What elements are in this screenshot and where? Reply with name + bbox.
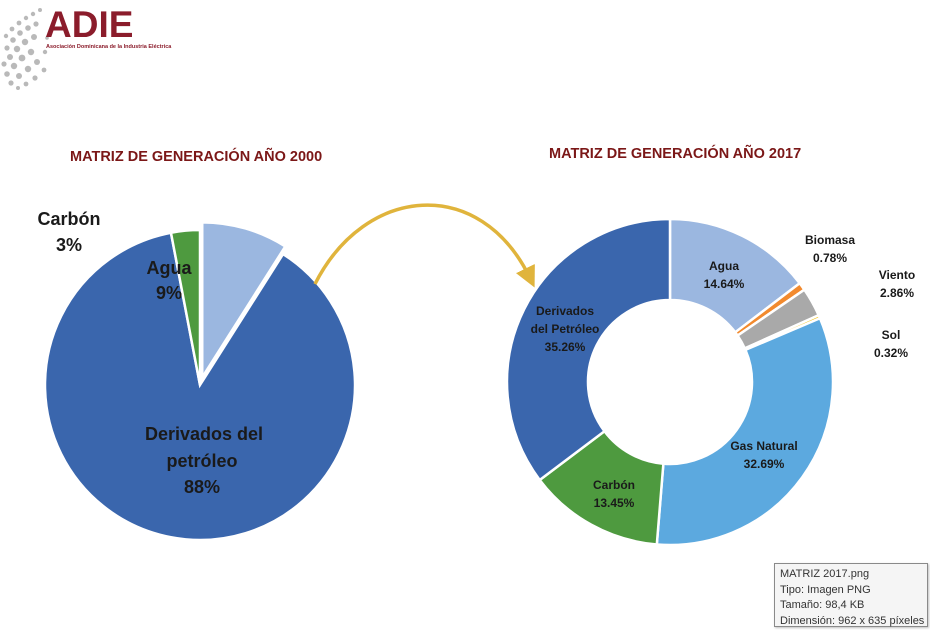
chart-title-2000: MATRIZ DE GENERACIÓN AÑO 2000 xyxy=(70,149,323,165)
donut-label-gas-name: Gas Natural xyxy=(730,439,797,453)
pie2000-label-agua-name: Agua xyxy=(147,258,193,278)
tooltip-filename: MATRIZ 2017.png xyxy=(780,568,870,580)
tooltip-size: Tamaño: 98,4 KB xyxy=(780,599,865,611)
pie2000-label-derivados-value: 88% xyxy=(184,477,220,497)
pie-slice-carbon xyxy=(169,228,202,386)
donut-label-derivados-line1: Derivados xyxy=(536,304,594,318)
donut-label-biomasa-value: 0.78% xyxy=(813,251,847,265)
pie2000-label-agua-value: 9% xyxy=(156,283,182,303)
donut-label-carbon-name: Carbón xyxy=(593,478,635,492)
logo-subtitle: Asociación Dominicana de la Industria El… xyxy=(46,44,172,50)
tooltip-dimension: Dimensión: 962 x 635 píxeles xyxy=(780,614,925,627)
pie2000-label-carbon-value: 3% xyxy=(56,235,82,255)
donut-chart-2017 xyxy=(505,217,835,547)
pie2000-label-derivados-line1: Derivados del xyxy=(145,424,263,444)
donut-label-viento-name: Viento xyxy=(879,268,915,282)
donut-label-agua-name: Agua xyxy=(709,259,739,273)
donut-label-gas-value: 32.69% xyxy=(744,457,785,471)
donut-label-derivados-value: 35.26% xyxy=(545,340,586,354)
adie-logo: ADIE Asociación Dominicana de la Industr… xyxy=(0,0,200,95)
file-info-tooltip: MATRIZ 2017.png Tipo: Imagen PNG Tamaño:… xyxy=(774,563,928,627)
pie2000-labels: Carbón 3% Agua 9% Derivados del petróleo… xyxy=(38,209,264,497)
donut-label-derivados-line2: del Petróleo xyxy=(531,322,600,336)
pie-slice-agua xyxy=(200,221,288,382)
pie-chart-2000 xyxy=(43,221,357,542)
logo-name: ADIE xyxy=(45,4,134,45)
donut-label-sol-name: Sol xyxy=(882,328,901,342)
donut-label-sol-value: 0.32% xyxy=(874,346,908,360)
donut-label-viento-value: 2.86% xyxy=(880,286,914,300)
transition-arrow xyxy=(313,203,535,288)
pie2000-label-derivados-line2: petróleo xyxy=(166,451,237,471)
donut2017-labels: Agua 14.64% Biomasa 0.78% Viento 2.86% S… xyxy=(531,233,916,510)
pie-slice-derivados-del-petroleo xyxy=(43,231,357,542)
donut-segment-agua xyxy=(668,217,802,335)
pie2000-label-carbon-name: Carbón xyxy=(38,209,101,229)
donut-segment-derivados-del-petroleo xyxy=(505,217,672,482)
donut-label-biomasa-name: Biomasa xyxy=(805,233,855,247)
donut-label-agua-value: 14.64% xyxy=(704,277,745,291)
donut-segment-gas-natural xyxy=(655,316,835,547)
chart-title-2017: MATRIZ DE GENERACIÓN AÑO 2017 xyxy=(549,146,802,162)
donut-label-carbon-value: 13.45% xyxy=(594,496,635,510)
tooltip-type: Tipo: Imagen PNG xyxy=(780,583,871,596)
logo-dots-icon xyxy=(1,8,49,90)
